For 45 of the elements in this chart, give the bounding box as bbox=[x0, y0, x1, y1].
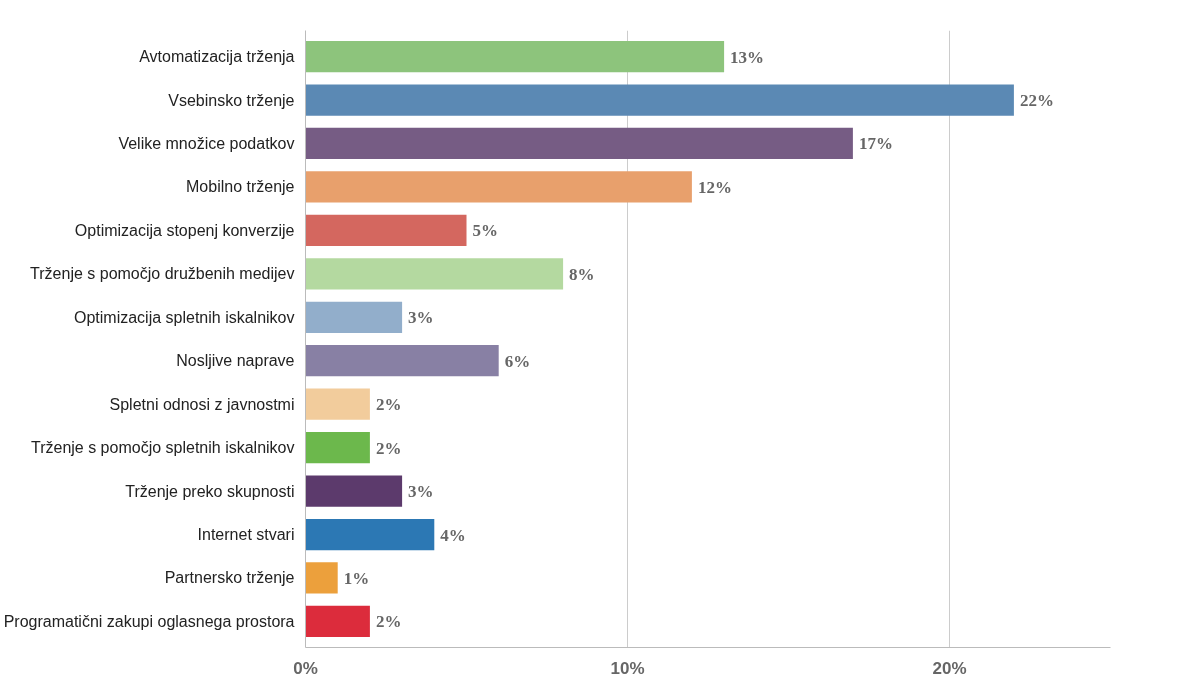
data-label: 4% bbox=[440, 525, 466, 545]
bar bbox=[305, 388, 370, 420]
data-label: 2% bbox=[375, 438, 402, 458]
bar bbox=[305, 605, 370, 638]
y-tick-label: Vsebinsko trženje bbox=[168, 91, 295, 109]
data-label: 6% bbox=[504, 351, 531, 371]
y-tick-label: Trženje preko skupnosti bbox=[125, 482, 295, 500]
y-tick-label: Optimizacija stopenj konverzije bbox=[74, 221, 295, 239]
bar bbox=[305, 475, 403, 507]
y-tick-label: Optimizacija spletnih iskalnikov bbox=[73, 308, 295, 326]
bar bbox=[305, 40, 725, 73]
y-tick-label: Internet stvari bbox=[197, 526, 295, 544]
y-tick-label: Nosljive naprave bbox=[176, 352, 295, 370]
x-tick-label: 0% bbox=[293, 658, 318, 678]
y-tick-label: Trženje s pomočjo spletnih iskalnikov bbox=[30, 439, 295, 457]
y-tick-label: Spletni odnosi z javnostmi bbox=[109, 395, 295, 413]
data-label: 12% bbox=[697, 177, 732, 197]
data-label: 2% bbox=[375, 395, 402, 415]
y-tick-label: Programatični zakupi oglasnega prostora bbox=[3, 612, 295, 630]
data-label: 3% bbox=[408, 308, 434, 328]
data-label: 17% bbox=[858, 134, 893, 154]
data-label: 5% bbox=[472, 221, 498, 241]
bar bbox=[305, 171, 692, 203]
data-label: 13% bbox=[730, 47, 765, 67]
y-tick-label: Avtomatizacija trženja bbox=[139, 48, 295, 66]
y-tick-label: Velike množice podatkov bbox=[118, 134, 295, 152]
bar bbox=[305, 518, 435, 551]
data-label: 2% bbox=[375, 612, 402, 632]
bar bbox=[305, 562, 338, 594]
y-tick-label: Partnersko trženje bbox=[164, 569, 295, 587]
data-label: 3% bbox=[408, 482, 434, 502]
bar bbox=[305, 431, 370, 464]
bar bbox=[305, 84, 1014, 116]
bar bbox=[305, 301, 403, 333]
y-tick-label: Mobilno trženje bbox=[186, 178, 295, 196]
data-label: 1% bbox=[343, 568, 370, 588]
bar bbox=[305, 127, 853, 160]
x-tick-label: 20% bbox=[932, 658, 967, 678]
bar bbox=[305, 345, 499, 377]
bar bbox=[305, 258, 564, 290]
bar bbox=[305, 214, 467, 247]
data-label: 22% bbox=[1019, 91, 1054, 111]
x-tick-label: 10% bbox=[610, 658, 645, 678]
y-tick-label: Trženje s pomočjo družbenih medijev bbox=[30, 265, 295, 283]
data-label: 8% bbox=[569, 264, 595, 284]
